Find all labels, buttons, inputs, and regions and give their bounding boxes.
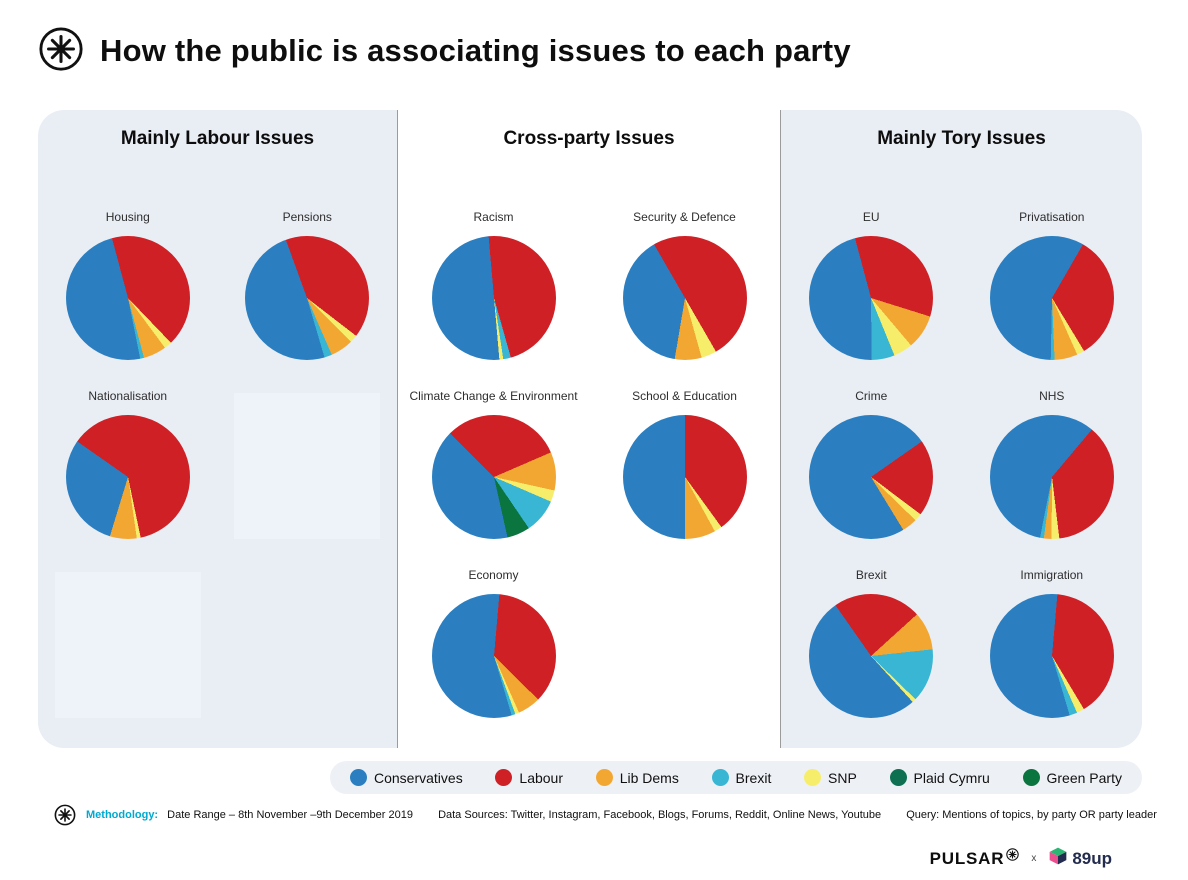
methodology-label: Methodology: — [86, 809, 159, 821]
chart-title: Racism — [473, 210, 514, 224]
chart-title: Immigration — [1020, 568, 1084, 582]
pulsar-asterisk-icon — [1006, 846, 1020, 861]
legend-label: Plaid Cymru — [913, 769, 990, 786]
chart-title: Economy — [468, 568, 519, 582]
legend-item: Plaid Cymru — [889, 769, 990, 786]
chart-privatisation: Privatisation — [989, 210, 1114, 389]
footer-logos: PULSAR x — [930, 846, 1112, 871]
pie-nationalisation — [65, 415, 190, 539]
chart-climate: Climate Change & Environment — [409, 389, 578, 568]
chart-title: Pensions — [282, 210, 332, 224]
chart-title: School & Education — [632, 389, 737, 403]
pie-eu — [809, 236, 934, 360]
legend-swatch — [889, 769, 907, 786]
pie-economy — [431, 594, 556, 718]
chart-title: Brexit — [855, 568, 887, 582]
legend-item: Green Party — [1022, 769, 1122, 786]
pie-privatisation — [989, 236, 1114, 360]
pie-racism — [431, 236, 556, 360]
eightynineup-wordmark: 89up — [1072, 848, 1112, 868]
pulsar-mark-icon — [54, 804, 76, 826]
chart-nationalisation: Nationalisation — [65, 389, 190, 568]
chart-title: Security & Defence — [633, 210, 736, 224]
chart-title: Nationalisation — [88, 389, 168, 403]
pie-security-defence — [622, 236, 747, 360]
chart-housing: Housing — [65, 210, 190, 389]
cross-party-chart-grid: Racism Security & Defence Climate Change… — [398, 210, 780, 747]
panel-cross-party-issues: Cross-party Issues Racism Security & Def… — [397, 110, 781, 748]
methodology-text: Methodology: Date Range – 8th November –… — [86, 809, 1157, 821]
pulsar-text: PULSAR — [929, 848, 1005, 868]
chart-security-defence: Security & Defence — [622, 210, 747, 389]
legend-swatch — [495, 769, 513, 786]
chart-title: EU — [862, 210, 880, 224]
pie-brexit — [809, 594, 934, 718]
page-title: How the public is associating issues to … — [100, 33, 851, 68]
methodology-data-sources: Data Sources: Twitter, Instagram, Facebo… — [438, 809, 882, 821]
legend-label: Brexit — [735, 769, 772, 786]
panel-title-labour: Mainly Labour Issues — [120, 128, 315, 149]
legend-label: Conservatives — [374, 769, 463, 786]
pulsar-logo-icon — [38, 26, 84, 72]
methodology-query: Query: Mentions of topics, by party OR p… — [906, 809, 1157, 821]
methodology-row: Methodology: Date Range – 8th November –… — [54, 804, 1157, 826]
chart-title: Climate Change & Environment — [409, 389, 578, 403]
methodology-date-range: Date Range – 8th November –9th December … — [167, 809, 413, 821]
legend-label: Lib Dems — [619, 769, 679, 786]
panel-tory-issues: Mainly Tory Issues EU Privatisation Crim… — [781, 110, 1142, 748]
legend-item: SNP — [804, 769, 857, 786]
empty-slot-cell — [54, 568, 201, 747]
legend-swatch — [1022, 769, 1040, 786]
pie-immigration — [989, 594, 1114, 718]
panel-labour-issues: Mainly Labour Issues Housing Pensions Na… — [38, 110, 397, 748]
legend-item: Brexit — [711, 769, 772, 786]
legend-swatch — [711, 769, 729, 786]
empty-slot — [54, 572, 201, 718]
chart-title: Housing — [105, 210, 150, 224]
chart-title: NHS — [1039, 389, 1065, 403]
empty-slot-cell — [234, 389, 381, 568]
chart-immigration: Immigration — [989, 568, 1114, 747]
chart-brexit: Brexit — [809, 568, 934, 747]
legend-label: Labour — [519, 769, 563, 786]
chart-title: Privatisation — [1019, 210, 1085, 224]
chart-eu: EU — [809, 210, 934, 389]
legend-swatch — [595, 769, 613, 786]
empty-slot — [234, 393, 381, 539]
legend-label: SNP — [828, 769, 857, 786]
pie-housing — [65, 236, 190, 360]
chart-economy: Economy — [431, 568, 556, 747]
eightynineup-cube-icon — [1048, 846, 1068, 871]
legend-item: Labour — [495, 769, 563, 786]
panels-container: Mainly Labour Issues Housing Pensions Na… — [38, 110, 1142, 748]
pie-nhs — [989, 415, 1114, 539]
tory-chart-grid: EU Privatisation Crime NHS Brexit — [781, 210, 1142, 747]
legend-swatch — [350, 769, 367, 786]
chart-pensions: Pensions — [245, 210, 370, 389]
pie-pensions — [245, 236, 370, 360]
panel-title-cross-party: Cross-party Issues — [503, 128, 675, 149]
panel-title-tory: Mainly Tory Issues — [877, 128, 1046, 149]
chart-nhs: NHS — [989, 389, 1114, 568]
pie-crime — [809, 415, 934, 539]
legend-item: Lib Dems — [595, 769, 679, 786]
legend: Conservatives Labour Lib Dems Brexit SNP Plai… — [330, 761, 1142, 794]
chart-title: Crime — [855, 389, 888, 403]
chart-racism: Racism — [431, 210, 556, 389]
labour-chart-grid: Housing Pensions Nationalisation — [38, 210, 397, 747]
legend-swatch — [804, 769, 822, 786]
pulsar-wordmark: PULSAR — [929, 846, 1020, 869]
pie-school-education — [622, 415, 747, 539]
eightynineup-logo: 89up — [1048, 846, 1112, 871]
pie-climate — [431, 415, 556, 539]
x-separator: x — [1031, 853, 1037, 864]
legend-label: Green Party — [1046, 769, 1122, 786]
chart-crime: Crime — [809, 389, 934, 568]
legend-item: Conservatives — [350, 769, 463, 786]
chart-school-education: School & Education — [622, 389, 747, 568]
